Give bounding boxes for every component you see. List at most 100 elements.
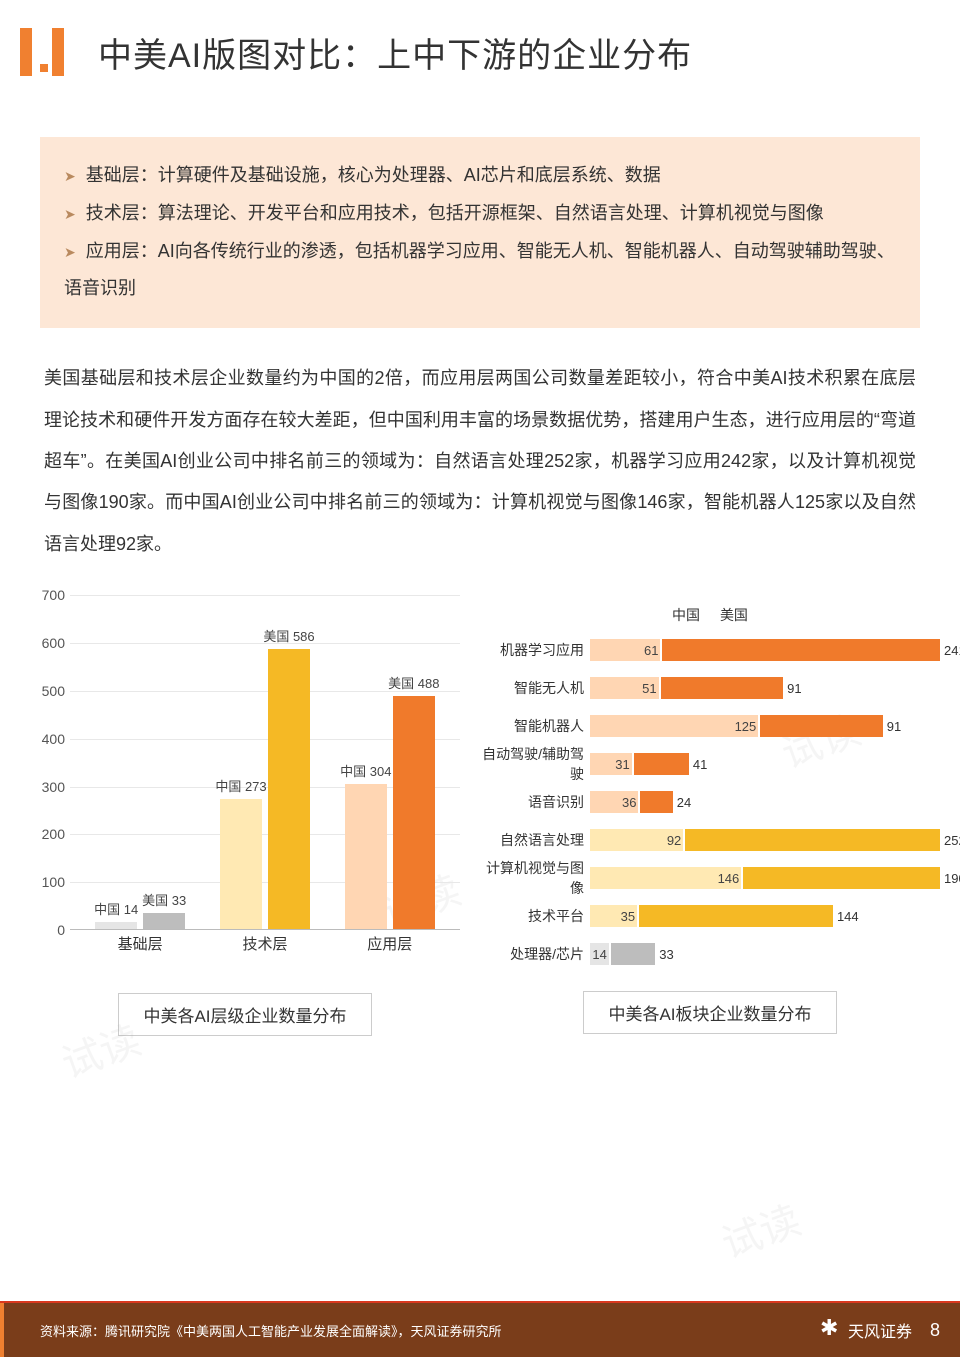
hbar-cn: 125 <box>590 715 758 737</box>
logo-icon <box>820 1319 842 1341</box>
hbar-us-value: 33 <box>655 947 673 962</box>
intro-line: 技术层：算法理论、开发平台和应用技术，包括开源框架、自然语言处理、计算机视觉与图… <box>64 195 896 233</box>
hbar-cn: 36 <box>590 791 638 813</box>
hbar-us-value: 91 <box>783 681 801 696</box>
hbar-category-label: 智能机器人 <box>480 716 590 736</box>
y-tick: 300 <box>30 779 65 795</box>
hbar-category-label: 自然语言处理 <box>480 830 590 850</box>
y-tick: 500 <box>30 683 65 699</box>
y-tick: 400 <box>30 731 65 747</box>
bar-group: 中国 14美国 33 <box>95 913 185 929</box>
hbar-category-label: 自动驾驶/辅助驾驶 <box>480 744 590 784</box>
hbar-us-value: 241 <box>940 643 960 658</box>
charts-row: 0100200300400500600700中国 14美国 33基础层中国 27… <box>30 595 940 1036</box>
bar-value-label: 美国 33 <box>142 890 186 909</box>
hbar-row: 处理器/芯片14 33 <box>480 935 940 973</box>
bar-group: 中国 304美国 488 <box>345 696 435 930</box>
bar <box>345 784 387 929</box>
watermark: 试读 <box>712 1188 807 1270</box>
bar-chart: 0100200300400500600700中国 14美国 33基础层中国 27… <box>30 595 460 975</box>
hbar-cn: 35 <box>590 905 637 927</box>
hbar-row: 机器学习应用 61 241 <box>480 631 940 669</box>
hbar-us-value: 190 <box>940 871 960 886</box>
bar-value-label: 美国 586 <box>263 626 314 645</box>
hbar-cn-value: 14 <box>592 947 606 962</box>
hbar-us-value: 252 <box>940 833 960 848</box>
legend-us: 美国 <box>720 607 748 623</box>
hbar-row: 自动驾驶/辅助驾驶 31 41 <box>480 745 940 783</box>
section-number <box>20 28 68 76</box>
page-number: 8 <box>930 1320 940 1341</box>
bar-value-label: 美国 488 <box>388 673 439 692</box>
hbar-cn-value: 61 <box>644 643 658 658</box>
hbar-us: 91 <box>760 715 883 737</box>
hbar-cn-value: 92 <box>667 833 681 848</box>
hbar-row: 技术平台 35 144 <box>480 897 940 935</box>
hbar-us: 252 <box>685 829 940 851</box>
hbar-us-value: 41 <box>689 757 707 772</box>
hbar-us: 91 <box>661 677 784 699</box>
footer-logo: 天风证券 <box>820 1318 912 1342</box>
footer-source: 资料来源：腾讯研究院《中美两国人工智能产业发展全面解读》，天风证券研究所 <box>40 1321 502 1340</box>
bar <box>220 799 262 930</box>
hbar-category-label: 智能无人机 <box>480 678 590 698</box>
bar-group: 中国 273美国 586 <box>220 649 310 929</box>
page-header: 中美AI版图对比：上中下游的企业分布 <box>0 0 960 77</box>
hbar-chart-caption: 中美各AI板块企业数量分布 <box>583 991 836 1034</box>
hbar-cn: 92 <box>590 829 683 851</box>
hbar-row: 智能无人机 51 91 <box>480 669 940 707</box>
hbar-cn-value: 31 <box>615 757 629 772</box>
hbar-cn: 31 <box>590 753 632 775</box>
hbar-category-label: 技术平台 <box>480 906 590 926</box>
hbar-category-label: 机器学习应用 <box>480 640 590 660</box>
hbar-cn: 146 <box>590 867 741 889</box>
hbar-us-value: 144 <box>833 909 859 924</box>
hbar-row: 智能机器人12591 <box>480 707 940 745</box>
x-category-label: 基础层 <box>118 933 163 954</box>
hbar-us: 241 <box>662 639 940 661</box>
y-tick: 0 <box>30 922 65 938</box>
intro-box: 基础层：计算硬件及基础设施，核心为处理器、AI芯片和底层系统、数据技术层：算法理… <box>40 137 920 328</box>
hbar-row: 语音识别 36 24 <box>480 783 940 821</box>
bar <box>268 649 310 929</box>
bar-value-label: 中国 273 <box>215 776 266 795</box>
y-tick: 700 <box>30 587 65 603</box>
hbar-us-value: 91 <box>883 719 901 734</box>
hbar-row: 计算机视觉与图像146190 <box>480 859 940 897</box>
bar-value-label: 中国 304 <box>340 761 391 780</box>
hbar-chart: 中国 美国 机器学习应用61241智能无人机5191智能机器人12591自动驾驶… <box>480 595 940 973</box>
hbar-cn: 14 <box>590 943 609 965</box>
hbar-category-label: 计算机视觉与图像 <box>480 858 590 898</box>
intro-line: 基础层：计算硬件及基础设施，核心为处理器、AI芯片和底层系统、数据 <box>64 157 896 195</box>
page-footer: 资料来源：腾讯研究院《中美两国人工智能产业发展全面解读》，天风证券研究所 天风证… <box>0 1303 960 1357</box>
left-chart-block: 0100200300400500600700中国 14美国 33基础层中国 27… <box>30 595 460 1036</box>
bar-value-label: 中国 14 <box>94 899 138 918</box>
x-category-label: 应用层 <box>367 933 412 954</box>
legend-cn: 中国 <box>672 607 700 623</box>
body-paragraph: 美国基础层和技术层企业数量约为中国的2倍，而应用层两国公司数量差距较小，符合中美… <box>44 358 916 565</box>
hbar-cn-value: 51 <box>642 681 656 696</box>
hbar-us: 33 <box>611 943 655 965</box>
hbar-cn-value: 125 <box>735 719 757 734</box>
hbar-cn-value: 35 <box>621 909 635 924</box>
y-tick: 200 <box>30 826 65 842</box>
hbar-us: 41 <box>634 753 689 775</box>
intro-line: 应用层：AI向各传统行业的渗透，包括机器学习应用、智能无人机、智能机器人、自动驾… <box>64 233 896 309</box>
page-title: 中美AI版图对比：上中下游的企业分布 <box>98 28 692 77</box>
hbar-cn-value: 36 <box>622 795 636 810</box>
bar <box>95 922 137 929</box>
bar <box>143 913 185 929</box>
hbar-legend: 中国 美国 <box>480 605 940 625</box>
x-category-label: 技术层 <box>242 933 287 954</box>
bar-chart-caption: 中美各AI层级企业数量分布 <box>118 993 371 1036</box>
hbar-cn-value: 146 <box>718 871 740 886</box>
logo-text: 天风证券 <box>848 1318 912 1342</box>
hbar-category-label: 处理器/芯片 <box>480 944 590 964</box>
y-tick: 100 <box>30 874 65 890</box>
hbar-us-value: 24 <box>673 795 691 810</box>
y-tick: 600 <box>30 635 65 651</box>
hbar-row: 自然语言处理 92 252 <box>480 821 940 859</box>
hbar-us: 24 <box>640 791 672 813</box>
hbar-category-label: 语音识别 <box>480 792 590 812</box>
right-chart-block: 中国 美国 机器学习应用61241智能无人机5191智能机器人12591自动驾驶… <box>480 595 940 1036</box>
